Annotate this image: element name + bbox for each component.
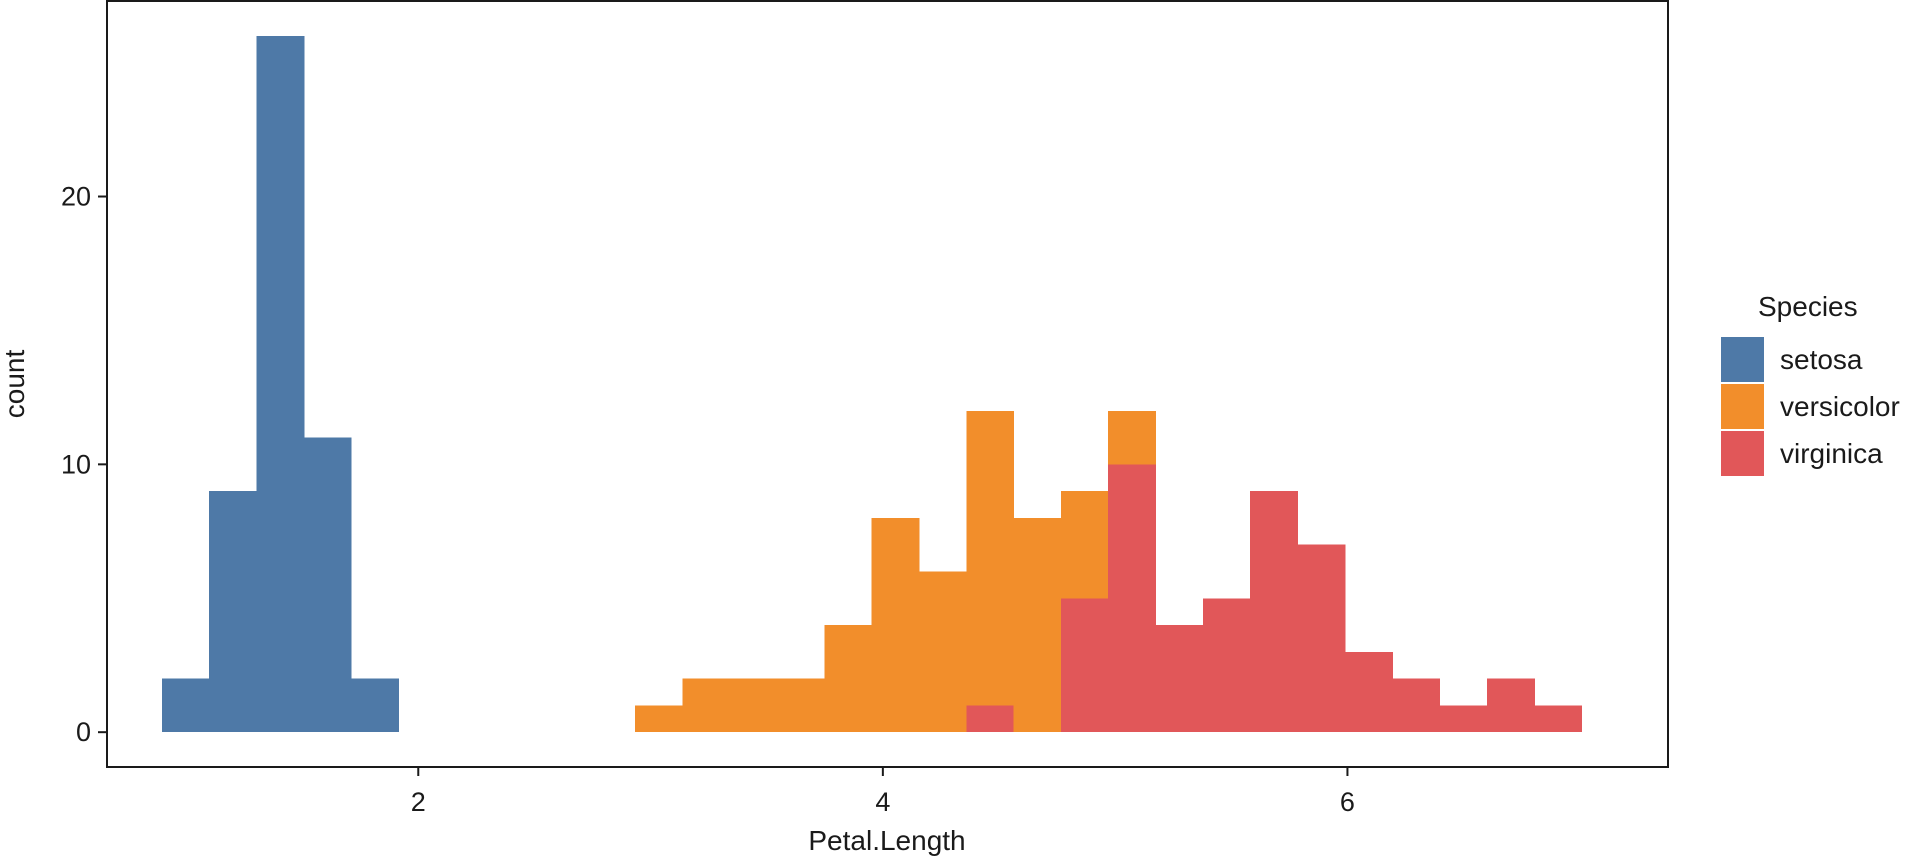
bar-virginica-bin-22 xyxy=(1202,598,1251,733)
y-tick-label: 0 xyxy=(76,717,91,747)
bar-virginica-bin-27 xyxy=(1439,705,1488,733)
bar-versicolor-bin-17 xyxy=(966,410,1015,706)
legend-key-versicolor xyxy=(1721,384,1764,429)
legend-title: Species xyxy=(1758,291,1858,322)
bar-virginica-bin-19 xyxy=(1061,598,1109,733)
bar-setosa-bin-1 xyxy=(209,491,258,733)
bar-setosa-bin-3 xyxy=(303,437,352,733)
bar-versicolor-bin-19 xyxy=(1061,491,1109,599)
bar-versicolor-bin-15 xyxy=(871,517,920,733)
bar-setosa-bin-0 xyxy=(161,678,210,733)
bar-versicolor-bin-16 xyxy=(919,571,967,733)
x-axis: 2 4 6 xyxy=(411,767,1355,817)
bar-virginica-bin-24 xyxy=(1297,544,1346,733)
legend-key-virginica xyxy=(1721,431,1764,476)
legend: Species setosa versicolor virginica xyxy=(1721,291,1900,476)
bar-virginica-bin-29 xyxy=(1534,705,1582,733)
x-tick-label: 4 xyxy=(875,787,890,817)
plot-panel-border xyxy=(106,0,1669,768)
bar-virginica-bin-26 xyxy=(1392,678,1441,733)
x-axis-title: Petal.Length xyxy=(808,825,965,856)
y-tick-label: 10 xyxy=(61,449,91,479)
bar-versicolor-bin-20 xyxy=(1108,410,1157,465)
bar-virginica-bin-21 xyxy=(1155,625,1204,733)
bar-setosa-bin-4 xyxy=(351,678,400,733)
bar-setosa-bin-2 xyxy=(256,35,305,733)
bar-virginica-bin-17 xyxy=(966,705,1015,733)
y-axis-title: count xyxy=(0,350,30,419)
y-tick-label: 20 xyxy=(61,182,91,212)
x-tick-label: 6 xyxy=(1340,787,1355,817)
bar-versicolor-bin-10 xyxy=(635,705,683,733)
bar-virginica-bin-20 xyxy=(1108,464,1157,733)
bar-virginica-bin-28 xyxy=(1486,678,1535,733)
bars-layer xyxy=(161,35,1582,733)
x-tick-label: 2 xyxy=(411,787,426,817)
bar-versicolor-bin-18 xyxy=(1013,517,1062,733)
y-axis: 0 10 20 xyxy=(61,182,107,747)
legend-label-virginica: virginica xyxy=(1780,438,1883,469)
bar-versicolor-bin-14 xyxy=(824,625,873,733)
legend-label-versicolor: versicolor xyxy=(1780,391,1900,422)
legend-label-setosa: setosa xyxy=(1780,344,1863,375)
bar-versicolor-bin-11 xyxy=(682,678,731,733)
bar-versicolor-bin-13 xyxy=(776,678,825,733)
bar-virginica-bin-25 xyxy=(1344,651,1393,733)
legend-key-setosa xyxy=(1721,337,1764,382)
bar-versicolor-bin-12 xyxy=(729,678,778,733)
bar-virginica-bin-23 xyxy=(1250,491,1299,733)
